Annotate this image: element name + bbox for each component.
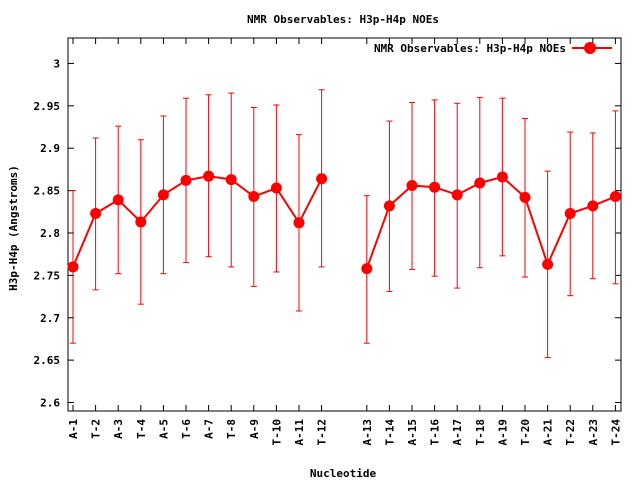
x-tick-label: A-5 bbox=[157, 419, 170, 439]
y-tick-label: 2.85 bbox=[34, 185, 61, 198]
y-tick-label: 2.95 bbox=[34, 100, 61, 113]
error-bars bbox=[70, 89, 619, 359]
x-tick-label: A-15 bbox=[406, 419, 419, 446]
y-axis-label: H3p-H4p (Angstroms) bbox=[7, 165, 20, 291]
data-point bbox=[270, 182, 282, 194]
data-point bbox=[180, 174, 192, 186]
data-point bbox=[316, 173, 328, 185]
x-tick-label: T-14 bbox=[383, 419, 396, 446]
data-point bbox=[293, 217, 305, 229]
data-point bbox=[90, 207, 102, 219]
data-point bbox=[451, 189, 463, 201]
data-point bbox=[248, 191, 260, 203]
data-point bbox=[406, 180, 418, 192]
data-point bbox=[587, 200, 599, 212]
y-tick-label: 2.9 bbox=[40, 142, 60, 155]
x-tick-label: T-10 bbox=[270, 419, 283, 446]
x-axis: A-1 T-2 A-3 T-4 A-5 T-6 A-7 T-8 A-9 T-10 A-11 T-12 A… bbox=[67, 38, 622, 446]
x-tick-label: A-1 bbox=[67, 419, 80, 439]
series-points bbox=[67, 170, 621, 275]
series-line bbox=[72, 175, 323, 268]
data-point bbox=[519, 191, 531, 203]
data-point bbox=[135, 216, 147, 228]
data-point bbox=[542, 258, 554, 270]
data-point bbox=[225, 174, 237, 186]
y-axis: 2.6 2.65 2.7 2.75 2.8 2.85 2.9 2.95 3 bbox=[34, 57, 621, 410]
legend: NMR Observables: H3p-H4p NOEs bbox=[374, 42, 612, 55]
data-point bbox=[157, 189, 169, 201]
data-point bbox=[496, 171, 508, 183]
x-tick-label: A-21 bbox=[542, 419, 555, 446]
x-tick-label: T-2 bbox=[90, 419, 103, 439]
data-point bbox=[474, 177, 486, 189]
data-point bbox=[361, 263, 373, 275]
x-tick-label: T-4 bbox=[135, 419, 148, 439]
y-tick-label: 2.65 bbox=[34, 354, 61, 367]
x-tick-label: A-11 bbox=[293, 419, 306, 446]
series-lines bbox=[72, 175, 616, 269]
x-tick-label: A-7 bbox=[203, 419, 216, 439]
chart-title: NMR Observables: H3p-H4p NOEs bbox=[247, 13, 439, 26]
data-point bbox=[203, 170, 215, 182]
data-point bbox=[112, 194, 124, 206]
x-tick-label: A-9 bbox=[248, 419, 261, 439]
plot-frame bbox=[67, 37, 622, 412]
x-tick-label: A-19 bbox=[496, 419, 509, 446]
x-tick-label: T-16 bbox=[429, 419, 442, 446]
y-tick-label: 2.75 bbox=[34, 269, 61, 282]
x-tick-label: A-23 bbox=[587, 419, 600, 446]
data-point bbox=[429, 181, 441, 193]
data-point bbox=[67, 261, 79, 273]
x-tick-label: A-3 bbox=[112, 419, 125, 439]
series-line bbox=[365, 175, 616, 269]
x-tick-label: T-18 bbox=[474, 419, 487, 446]
x-tick-label: T-6 bbox=[180, 419, 193, 439]
x-tick-label: T-20 bbox=[519, 419, 532, 446]
data-point bbox=[383, 200, 395, 212]
x-axis-label: Nucleotide bbox=[310, 467, 377, 480]
legend-marker bbox=[584, 42, 596, 54]
y-tick-label: 2.7 bbox=[40, 312, 60, 325]
data-point bbox=[564, 207, 576, 219]
data-point bbox=[609, 191, 621, 203]
y-tick-label: 3 bbox=[53, 57, 60, 70]
legend-label: NMR Observables: H3p-H4p NOEs bbox=[374, 42, 566, 55]
x-tick-label: A-13 bbox=[361, 419, 374, 446]
y-tick-label: 2.6 bbox=[40, 397, 60, 410]
x-tick-label: T-12 bbox=[316, 419, 329, 446]
x-tick-label: T-22 bbox=[564, 419, 577, 446]
y-tick-label: 2.8 bbox=[40, 227, 60, 240]
x-tick-label: A-17 bbox=[451, 419, 464, 446]
x-tick-label: T-24 bbox=[609, 419, 622, 446]
x-tick-label: T-8 bbox=[225, 419, 238, 439]
